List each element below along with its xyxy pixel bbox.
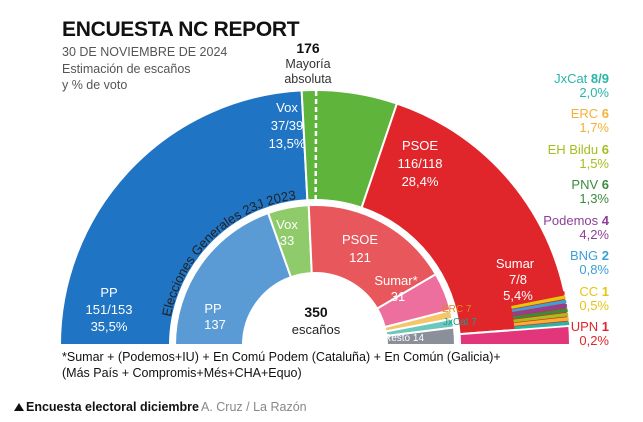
inner-ring-2023 — [173, 204, 457, 345]
inner-label-resto: Resto 14 — [384, 333, 424, 344]
chart-date: 30 DE NOVIEMBRE DE 2024 — [62, 45, 228, 59]
side-item-ehbildu: EH Bildu 6 1,5% — [547, 142, 609, 171]
triangle-icon — [14, 403, 24, 411]
svg-text:31: 31 — [391, 289, 405, 304]
inner-segment-pp — [173, 211, 293, 345]
side-item-erc: ERC 6 1,7% — [570, 106, 609, 135]
source-title-text: Encuesta electoral diciembre — [26, 400, 199, 414]
side-item-bng: BNG 2 0,8% — [569, 248, 609, 277]
side-item-podemos: Podemos 4 4,2% — [543, 213, 609, 242]
outer-label-psoe: PSOE 116/118 28,4% — [397, 138, 442, 189]
outer-segment-sumar — [458, 324, 572, 345]
outer-label-pp: PP 151/153 35,5% — [86, 285, 133, 334]
inner-label-vox: Vox 33 — [276, 217, 298, 248]
svg-text:33: 33 — [280, 233, 294, 248]
majority-line — [314, 82, 318, 206]
svg-text:37/39: 37/39 — [271, 118, 304, 133]
majority-label-line1: Mayoría — [285, 57, 331, 71]
svg-text:5,4%: 5,4% — [503, 288, 533, 303]
svg-text:Sumar: Sumar — [496, 256, 535, 271]
outer-label-vox: Vox 37/39 13,5% — [269, 100, 306, 151]
inner-segment-resto — [385, 326, 457, 345]
svg-text:Sumar*: Sumar* — [374, 273, 417, 288]
svg-text:Vox: Vox — [276, 217, 298, 232]
strip-cc — [511, 295, 566, 309]
strip-jxcat — [514, 321, 570, 330]
svg-text:28,4%: 28,4% — [402, 174, 439, 189]
svg-text:35,5%: 35,5% — [91, 319, 128, 334]
svg-text:Vox: Vox — [276, 100, 298, 115]
svg-text:PSOE: PSOE — [402, 138, 438, 153]
strip-podemos — [512, 303, 568, 316]
chart-subtitle-line2: y % de voto — [62, 78, 128, 92]
source-author: A. Cruz / La Razón — [201, 400, 307, 414]
majority-label-line2: absoluta — [284, 72, 332, 86]
majority-number: 176 — [296, 40, 320, 56]
minor-party-strips — [510, 290, 570, 330]
svg-text:137: 137 — [204, 317, 226, 332]
inner-label-pp: PP 137 — [204, 301, 226, 332]
inner-label-jxcat: JxCat 7 — [443, 317, 477, 328]
strip-upn — [510, 290, 565, 306]
outer-label-sumar: Sumar 7/8 5,4% — [496, 256, 535, 303]
outer-segment-pp — [58, 89, 309, 345]
side-item-pnv: PNV 6 1,3% — [571, 177, 609, 206]
inner-label-sumar: Sumar* 31 — [374, 273, 417, 304]
footnote-line2: (Más País + Compromis+Més+CHA+Equo) — [62, 366, 302, 380]
inner-label-erc: ERC 7 — [442, 304, 472, 315]
side-item-jxcat: JxCat 8/9 2,0% — [554, 71, 609, 100]
strip-pnv — [512, 308, 568, 319]
svg-text:13,5%: 13,5% — [269, 136, 306, 151]
side-item-upn: UPN 1 0,2% — [570, 319, 609, 348]
outer-ring-2024 — [58, 89, 572, 345]
strip-erc — [513, 317, 569, 326]
chart-subtitle-line1: Estimación de escaños — [62, 62, 191, 76]
svg-text:151/153: 151/153 — [86, 302, 133, 317]
footnote-line1: *Sumar + (Podemos+IU) + En Comú Podem (C… — [62, 350, 501, 364]
center-total: 350 — [304, 304, 328, 320]
hemicycle-chart: Elecciones Generales 23J 2023 PP 151/153… — [58, 82, 572, 345]
source-title: Encuesta electoral diciembre — [14, 400, 199, 414]
svg-text:7/8: 7/8 — [509, 272, 527, 287]
svg-text:121: 121 — [349, 250, 371, 265]
svg-text:PP: PP — [100, 285, 117, 300]
inner-label-psoe: PSOE 121 — [342, 232, 378, 265]
side-item-cc: CC 1 0,5% — [579, 284, 609, 313]
outer-segment-psoe — [360, 102, 571, 336]
chart-title: ENCUESTA NC REPORT — [62, 18, 300, 41]
center-label: escaños — [292, 322, 341, 337]
svg-text:PSOE: PSOE — [342, 232, 378, 247]
svg-text:116/118: 116/118 — [397, 156, 442, 171]
svg-text:PP: PP — [204, 301, 221, 316]
strip-ehbildu — [513, 312, 569, 323]
strip-bng — [511, 299, 567, 313]
